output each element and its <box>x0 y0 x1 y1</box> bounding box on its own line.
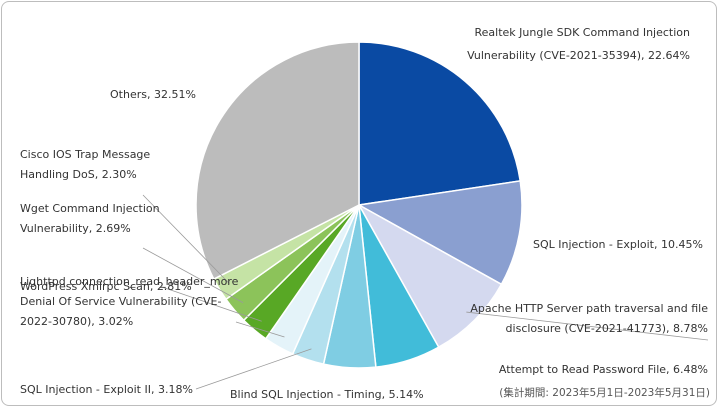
period-note: (集計期間: 2023年5月1日-2023年5月31日) <box>499 386 710 399</box>
pie-slice-1 <box>356 180 523 286</box>
slice-label-10: Others, 32.51% <box>110 88 196 101</box>
slice-label-7: WordPress Xmlrpc Scan, 2.81% <box>20 280 192 293</box>
leader-line-9 <box>142 194 230 284</box>
leader-line-6 <box>235 321 285 338</box>
slice-label-3: Attempt to Read Password File, 6.48% <box>499 363 708 376</box>
pie-slice-0 <box>358 41 522 206</box>
slice-label-6: Lighttpd connection_read_header_more Deni… <box>20 275 239 328</box>
slice-label-2: Apache HTTP Server path traversal and fi… <box>470 302 708 335</box>
leader-line-5 <box>195 348 312 390</box>
pie-slice-2 <box>357 203 503 349</box>
leader-line-7 <box>161 286 262 322</box>
slice-label-8: Wget Command Injection Vulnerability, 2.6… <box>20 202 160 235</box>
pie-slice-10 <box>195 41 360 281</box>
slice-label-9: Cisco IOS Trap Message Handling DoS, 2.30… <box>20 148 150 181</box>
slice-label-4: Blind SQL Injection - Timing, 5.14% <box>230 388 424 401</box>
slice-label-5: SQL Injection - Exploit II, 3.18% <box>20 383 193 396</box>
leader-line-8 <box>142 247 244 304</box>
leader-line-2 <box>466 311 709 341</box>
slice-label-0: Realtek Jungle SDK Command Injection Vuln… <box>467 26 690 62</box>
slice-label-1: SQL Injection - Exploit, 10.45% <box>533 238 703 251</box>
